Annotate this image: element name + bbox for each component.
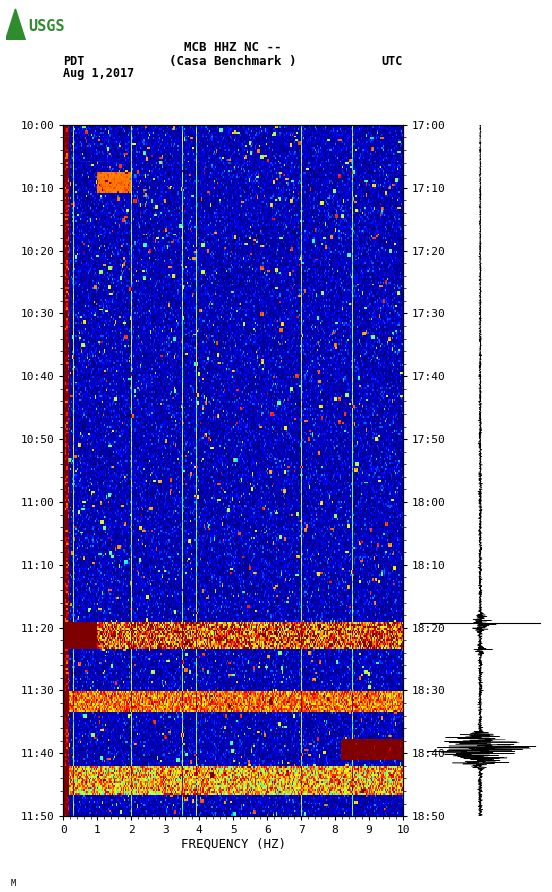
X-axis label: FREQUENCY (HZ): FREQUENCY (HZ)	[181, 838, 286, 851]
Text: Aug 1,2017: Aug 1,2017	[63, 67, 135, 80]
Text: UTC: UTC	[381, 54, 403, 68]
Text: MCB HHZ NC --: MCB HHZ NC --	[184, 40, 282, 54]
Text: PDT: PDT	[63, 54, 85, 68]
Text: (Casa Benchmark ): (Casa Benchmark )	[169, 54, 297, 68]
Polygon shape	[6, 9, 25, 40]
Text: M: M	[11, 879, 16, 888]
Text: USGS: USGS	[29, 20, 65, 34]
